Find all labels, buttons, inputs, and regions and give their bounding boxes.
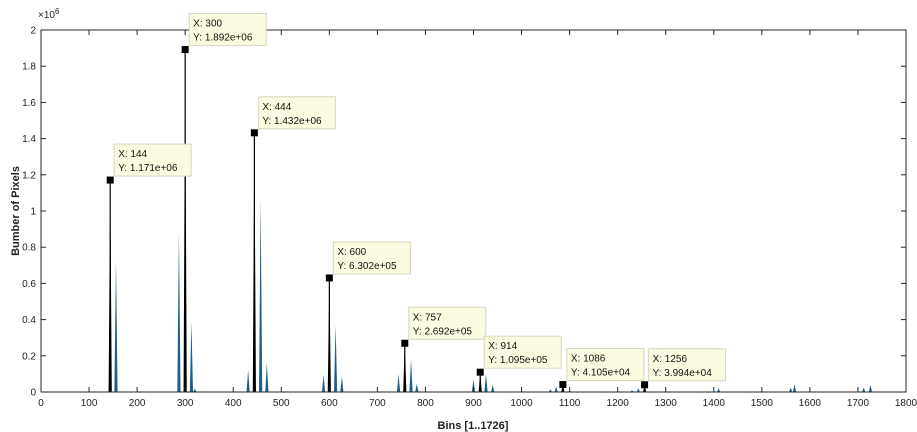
histogram-bar — [259, 199, 263, 392]
histogram-bar — [862, 387, 866, 392]
x-tick-label: 1600 — [799, 398, 822, 409]
datatip-box — [408, 306, 487, 340]
datatip-box — [113, 143, 192, 177]
datatip-marker[interactable] — [181, 46, 189, 54]
histogram-bar — [554, 386, 558, 392]
x-tick-label: 1500 — [751, 398, 774, 409]
histogram-bar — [636, 388, 640, 392]
x-tick-label: 1200 — [607, 398, 630, 409]
datatips-layer: X: 144 Y: 1.171e+06 X: 300 Y: 1.892e+06 X: 4… — [106, 13, 727, 389]
datatip-y-text: Y: 1.171e+06 — [118, 163, 178, 174]
y-exponent-power: 6 — [55, 7, 60, 16]
datatip-x-text: X: 300 — [193, 19, 222, 30]
x-tick-label: 1700 — [847, 398, 870, 409]
datatip-box — [566, 348, 645, 382]
datatip-marker[interactable] — [476, 368, 484, 376]
histogram-bar — [548, 389, 552, 392]
x-tick-label: 0 — [38, 398, 44, 409]
datatip-y-text: Y: 6.302e+05 — [337, 261, 397, 272]
x-tick-label: 600 — [321, 398, 338, 409]
histogram-bar — [177, 232, 181, 392]
x-tick-label: 1300 — [655, 398, 678, 409]
datatip-y-text: Y: 2.692e+05 — [413, 326, 473, 337]
datatip-x-text: X: 600 — [337, 247, 366, 258]
histogram-bar — [789, 387, 793, 392]
y-tick-label: 0.8 — [22, 243, 36, 254]
histogram-bar — [409, 359, 413, 392]
datatip-marker[interactable] — [250, 129, 258, 137]
y-tick-label: 1 — [30, 207, 36, 218]
x-axis-label: Bins [1..1726] — [438, 420, 509, 432]
histogram-bar — [246, 370, 250, 392]
datatip-y-text: Y: 3.994e+04 — [653, 368, 713, 379]
datatip-x-text: X: 1256 — [653, 354, 688, 365]
datatip-box — [483, 335, 562, 369]
datatip-box — [332, 241, 411, 275]
y-tick-label: 1.8 — [22, 62, 36, 73]
histogram-bar — [396, 373, 401, 392]
datatip-x-text: X: 444 — [262, 102, 291, 113]
y-tick-label: 0.6 — [22, 279, 36, 290]
y-axis-label: Bumber of Pixels — [10, 166, 22, 256]
datatip-marker[interactable] — [401, 339, 409, 347]
y-exponent-label: ×106 — [38, 7, 60, 21]
x-tick-label: 300 — [177, 398, 194, 409]
datatip-marker[interactable] — [325, 274, 333, 282]
histogram-bar — [189, 321, 194, 392]
datatip-box — [188, 13, 267, 47]
histogram-bar — [193, 388, 197, 392]
y-tick-label: 0.4 — [22, 315, 36, 326]
histogram-bar — [415, 383, 419, 392]
histogram-bar — [716, 388, 721, 392]
datatip-box — [648, 348, 727, 382]
histogram-bar — [484, 373, 488, 392]
x-tick-label: 1800 — [895, 398, 917, 409]
datatip-y-text: Y: 1.432e+06 — [262, 116, 322, 127]
histogram-bar — [114, 259, 118, 392]
y-tick-label: 2 — [30, 26, 36, 37]
x-tick-label: 1100 — [559, 398, 581, 409]
datatip-y-text: Y: 4.105e+04 — [571, 368, 631, 379]
y-tick-label: 1.4 — [22, 134, 36, 145]
y-tick-label: 0.2 — [22, 351, 36, 362]
histogram-bar — [333, 325, 338, 392]
histogram-bar — [321, 374, 326, 392]
datatip-marker[interactable] — [641, 381, 649, 389]
histogram-bar — [265, 363, 269, 392]
datatip-y-text: Y: 1.892e+06 — [193, 33, 253, 44]
datatip-box — [257, 96, 336, 130]
datatip-y-text: Y: 1.095e+05 — [488, 355, 548, 366]
x-tick-label: 400 — [225, 398, 242, 409]
x-tick-label: 200 — [129, 398, 146, 409]
datatip-marker[interactable] — [106, 176, 114, 184]
histogram-bar — [471, 379, 476, 392]
histogram-bar — [340, 376, 344, 392]
x-tick-label: 100 — [81, 398, 98, 409]
histogram-bar — [491, 384, 495, 392]
x-tick-label: 800 — [417, 398, 434, 409]
x-tick-label: 1000 — [510, 398, 533, 409]
y-axis-ticks: 0 0.2 0.4 0.6 0.8 1 1.2 1.4 1.6 1.8 2 — [22, 26, 906, 399]
datatip-x-text: X: 1086 — [571, 354, 606, 365]
x-tick-label: 1400 — [703, 398, 726, 409]
x-tick-label: 700 — [369, 398, 386, 409]
datatip-x-text: X: 914 — [488, 341, 517, 352]
histogram-bar — [792, 383, 797, 392]
y-exponent-base: ×10 — [38, 10, 55, 21]
y-tick-label: 1.2 — [22, 170, 36, 181]
x-tick-label: 500 — [273, 398, 290, 409]
histogram-bar — [868, 384, 873, 392]
datatip-x-text: X: 144 — [118, 149, 147, 160]
y-tick-label: 1.6 — [22, 98, 36, 109]
datatip-x-text: X: 757 — [413, 312, 442, 323]
datatip-marker[interactable] — [559, 381, 567, 389]
x-tick-label: 900 — [465, 398, 482, 409]
y-tick-label: 0 — [30, 388, 36, 399]
x-axis-ticks: 0 100 200 300 400 500 600 700 800 900 1000 1100 1200… — [38, 30, 917, 409]
